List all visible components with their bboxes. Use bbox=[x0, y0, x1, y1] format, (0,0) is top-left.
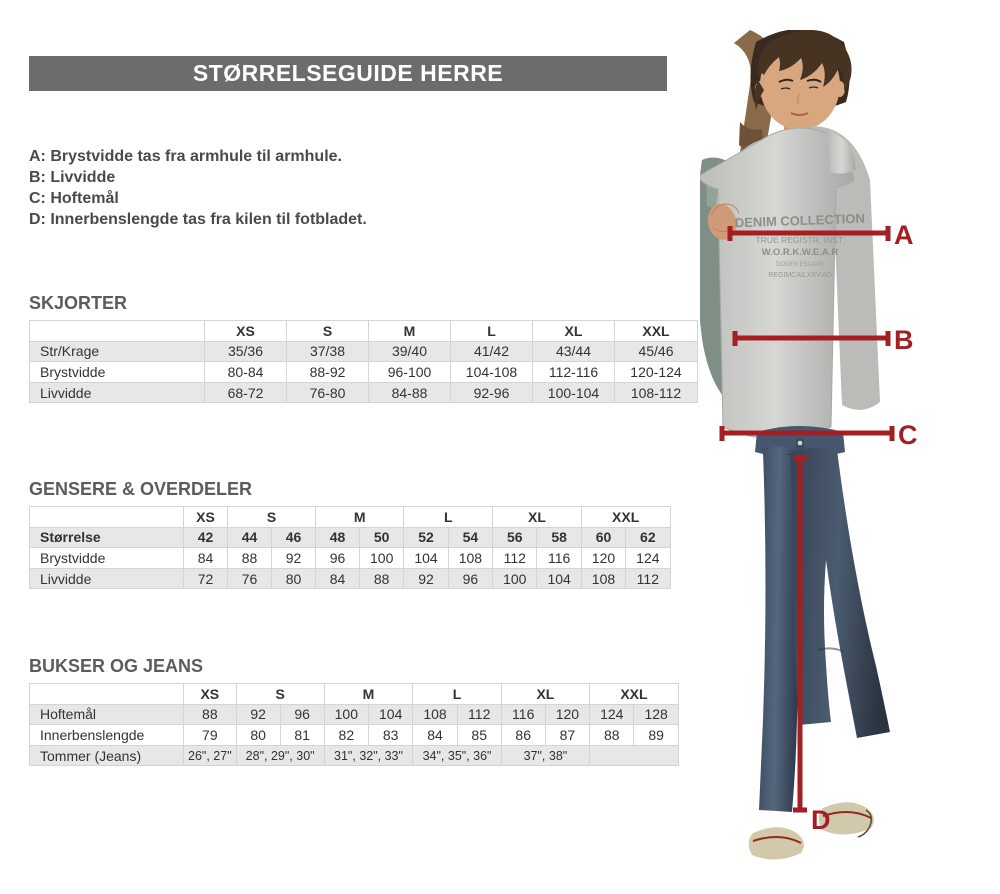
svg-text:TRUE REGISTR. INST.: TRUE REGISTR. INST. bbox=[756, 235, 845, 245]
svg-text:D: D bbox=[811, 805, 831, 835]
svg-text:B: B bbox=[894, 325, 914, 355]
svg-text:REGIMCAILXXV.AD: REGIMCAILXXV.AD bbox=[768, 272, 832, 279]
svg-text:A: A bbox=[894, 220, 914, 250]
svg-text:DOGEN ESCAPE: DOGEN ESCAPE bbox=[776, 262, 824, 268]
svg-text:C: C bbox=[898, 420, 918, 450]
svg-text:W.O.R.K.W.E.A.R: W.O.R.K.W.E.A.R bbox=[762, 247, 839, 258]
